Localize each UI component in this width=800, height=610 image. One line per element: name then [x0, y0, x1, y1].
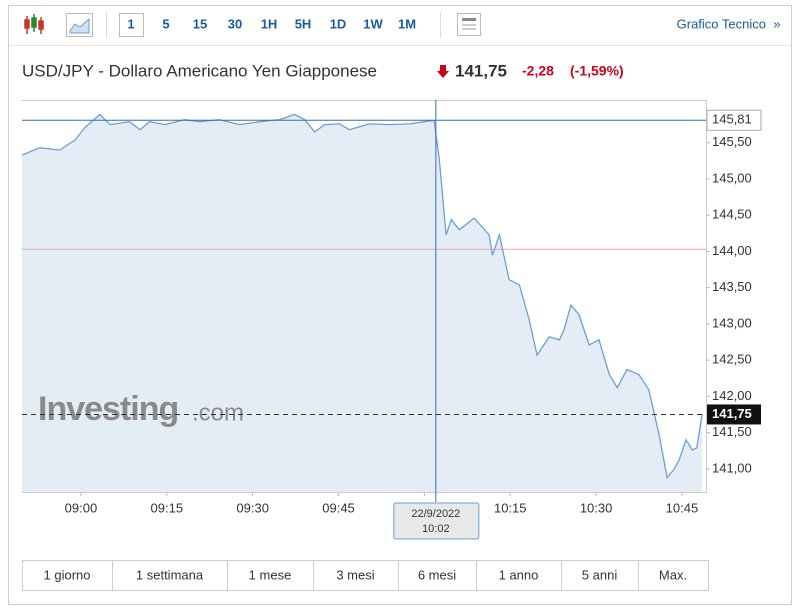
y-tick-label: 141,50 — [712, 424, 752, 439]
last-price-box — [707, 404, 761, 425]
crosshair-time: 10:02 — [422, 523, 450, 535]
percent-change: (-1,59%) — [570, 63, 624, 79]
news-icon[interactable] — [457, 13, 481, 36]
range-label[interactable]: 1 giorno — [44, 567, 91, 582]
interval-button[interactable]: 1 — [127, 16, 134, 31]
y-tick-label: 144,50 — [712, 207, 752, 222]
watermark-suffix: .com — [192, 399, 244, 426]
range-label[interactable]: 1 anno — [499, 567, 539, 582]
last-price-label: 141,75 — [712, 406, 752, 421]
interval-button[interactable]: 5 — [162, 16, 169, 31]
y-tick-label: 141,00 — [712, 460, 752, 475]
y-tick-label: 143,00 — [712, 315, 752, 330]
plot-frame — [22, 100, 707, 493]
range-label[interactable]: 5 anni — [582, 567, 618, 582]
area-icon[interactable] — [66, 13, 93, 37]
instrument-title: USD/JPY - Dollaro Americano Yen Giappone… — [22, 61, 377, 80]
range-label[interactable]: 3 mesi — [336, 567, 374, 582]
down-arrow — [437, 65, 449, 78]
area-fill — [22, 114, 702, 492]
y-tick-label: 143,50 — [712, 279, 752, 294]
interval-button[interactable]: 15 — [193, 16, 207, 31]
last-price: 141,75 — [455, 61, 507, 80]
crosshair-value-label: 145,81 — [712, 112, 752, 127]
x-tick-label: 09:00 — [65, 500, 98, 515]
crosshair-value-box — [706, 109, 762, 131]
x-tick-label: 10:45 — [666, 500, 699, 515]
range-button[interactable] — [313, 560, 399, 591]
range-label[interactable]: Max. — [659, 567, 687, 582]
price-line — [21, 113, 703, 479]
x-tick-label: 09:30 — [236, 500, 269, 515]
interval-button[interactable]: 30 — [228, 16, 242, 31]
interval-button[interactable]: 5H — [295, 16, 312, 31]
range-button[interactable] — [638, 560, 709, 591]
interval-button[interactable]: 1W — [363, 16, 383, 31]
interval-button[interactable]: 1M — [398, 16, 416, 31]
crosshair-time-box — [393, 502, 480, 540]
range-button[interactable] — [398, 560, 477, 591]
x-tick-label: 09:45 — [322, 500, 355, 515]
interval-button[interactable]: 1H — [261, 16, 278, 31]
interval-button[interactable]: 1D — [330, 16, 347, 31]
y-tick-label: 144,00 — [712, 243, 752, 258]
watermark: Investing — [38, 390, 178, 428]
y-tick-label: 142,00 — [712, 388, 752, 403]
range-label[interactable]: 1 mese — [249, 567, 292, 582]
range-button[interactable] — [112, 560, 228, 591]
candle-icon[interactable] — [24, 14, 44, 34]
price-change: -2,28 — [522, 63, 554, 79]
y-tick-label: 142,50 — [712, 352, 752, 367]
crosshair-date: 22/9/2022 — [411, 508, 460, 520]
x-tick-label: 09:15 — [151, 500, 184, 515]
range-label[interactable]: 6 mesi — [418, 567, 456, 582]
range-button[interactable] — [561, 560, 639, 591]
y-tick-label: 145,00 — [712, 170, 752, 185]
technical-chart-link[interactable]: Grafico Tecnico — [677, 16, 766, 31]
link-arrow[interactable]: » — [773, 16, 780, 31]
range-button[interactable] — [476, 560, 562, 591]
x-tick-label: 10:15 — [494, 500, 527, 515]
range-label[interactable]: 1 settimana — [136, 567, 204, 582]
y-tick-label: 145,50 — [712, 134, 752, 149]
interval-selected-box — [119, 13, 144, 37]
x-tick-label: 10:30 — [580, 500, 613, 515]
